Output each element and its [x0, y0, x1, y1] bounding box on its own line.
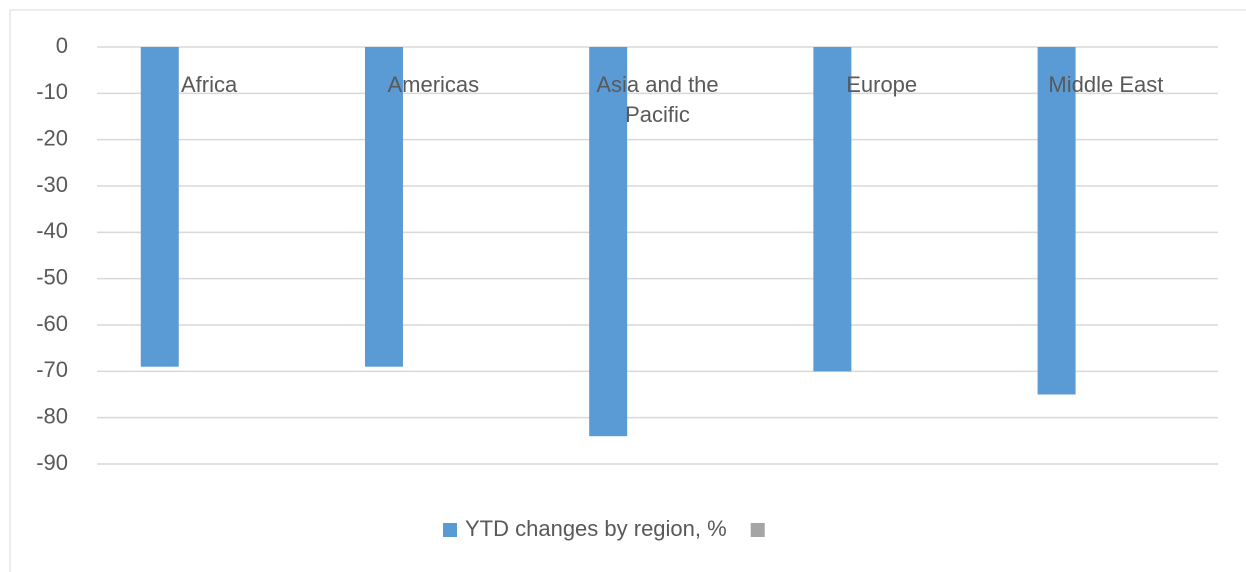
bar [589, 47, 628, 437]
category-label: Europe [846, 72, 918, 97]
legend-swatch [750, 523, 765, 537]
bar [364, 47, 403, 367]
bar [813, 47, 852, 372]
legend-label: YTD changes by region, % [465, 516, 727, 541]
y-tick-label: -30 [36, 172, 68, 197]
y-tick-label: -10 [36, 79, 68, 104]
category-label: Americas [387, 72, 480, 97]
y-tick-label: -60 [36, 311, 68, 336]
bar [1037, 47, 1076, 395]
y-tick-label: 0 [56, 33, 68, 58]
legend-swatch [443, 523, 457, 537]
y-tick-label: -40 [36, 218, 68, 243]
y-tick-label: -20 [36, 125, 68, 150]
chart-border [9, 9, 1246, 572]
category-label: Africa [180, 72, 238, 97]
y-tick-label: -50 [36, 264, 68, 289]
y-tick-label: -90 [36, 450, 68, 475]
y-tick-label: -80 [36, 403, 68, 428]
category-label: Middle East [1048, 72, 1164, 97]
bar [140, 47, 179, 367]
category-label: Asia and the Pacific [596, 72, 719, 127]
y-tick-label: -70 [36, 357, 68, 382]
